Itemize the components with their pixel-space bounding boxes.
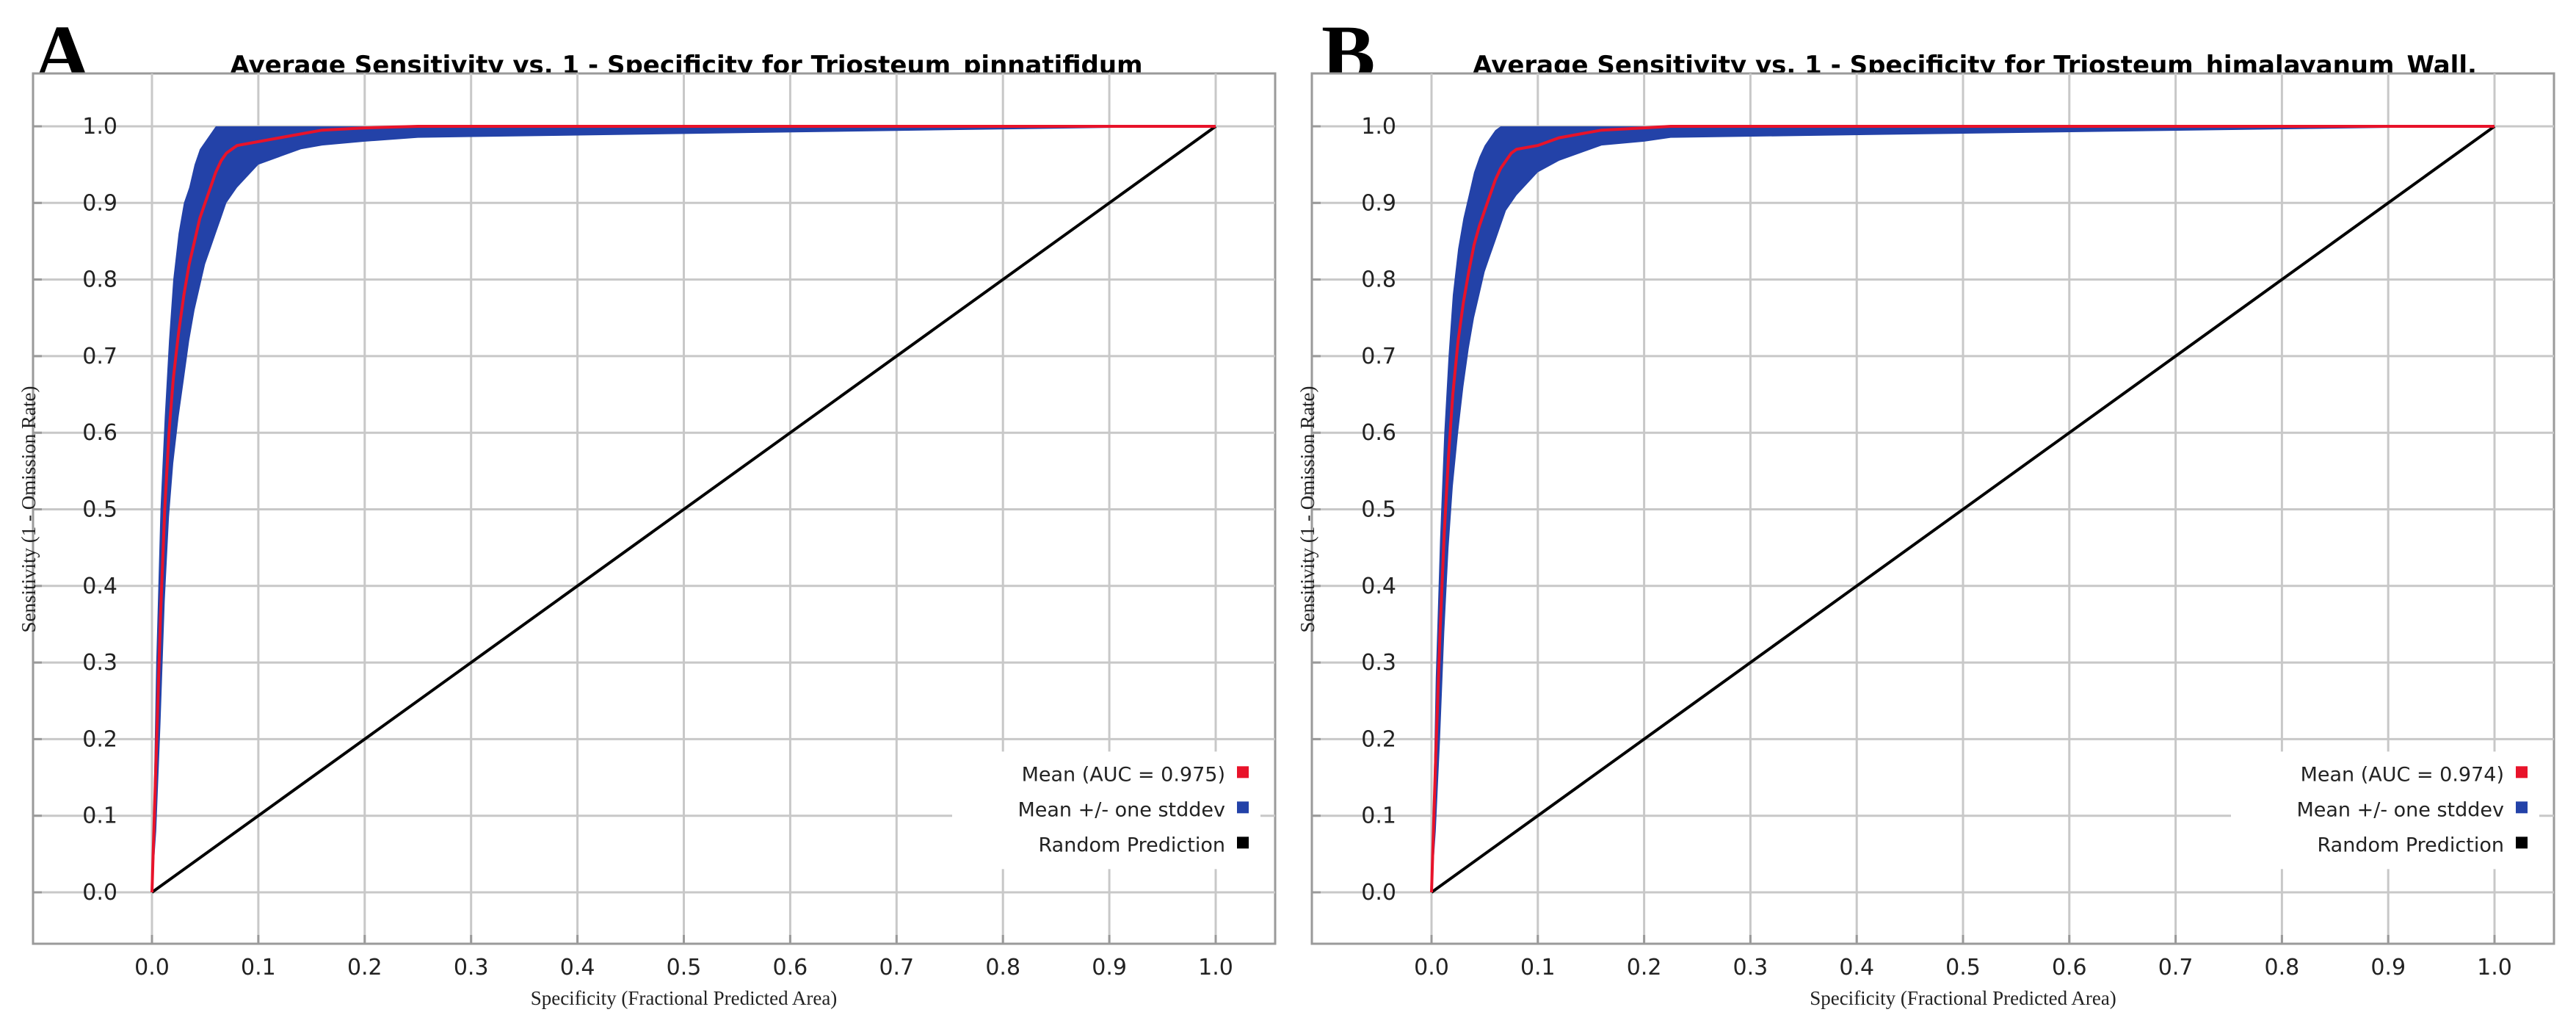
legend-label: Mean (AUC = 0.974) — [2301, 763, 2504, 786]
legend-swatch — [2516, 766, 2528, 778]
legend-swatch — [2516, 837, 2528, 849]
x-tick-label: 0.9 — [2370, 955, 2406, 980]
x-tick-label: 0.7 — [879, 955, 914, 980]
x-tick-label: 0.4 — [560, 955, 595, 980]
x-tick-label: 0.2 — [1627, 955, 1662, 980]
random-prediction-line — [150, 125, 1217, 894]
y-tick-label: 0.3 — [82, 650, 117, 676]
panel-a-chart: A Average Sensitivity vs. 1 - Specificity… — [18, 9, 1277, 1009]
y-tick-label: 0.8 — [1361, 267, 1396, 293]
legend-label: Random Prediction — [2318, 834, 2505, 856]
random-prediction-line — [1430, 125, 2496, 894]
legend-label: Mean (AUC = 0.975) — [1022, 763, 1225, 786]
y-tick-label: 0.0 — [1361, 880, 1396, 906]
y-tick-label: 1.0 — [1361, 114, 1396, 140]
x-tick-label: 0.3 — [454, 955, 489, 980]
x-tick-label: 1.0 — [1198, 955, 1233, 980]
x-tick-label: 0.1 — [1520, 955, 1556, 980]
x-tick-label: 0.6 — [773, 955, 808, 980]
y-tick-label: 0.5 — [82, 497, 117, 523]
legend-box — [952, 751, 1260, 870]
y-tick-label: 0.8 — [82, 267, 117, 293]
x-tick-label: 0.2 — [347, 955, 382, 980]
x-tick-label: 0.8 — [985, 955, 1020, 980]
y-tick-label: 0.9 — [1361, 190, 1396, 216]
x-tick-label: 0.4 — [1839, 955, 1874, 980]
legend-swatch — [2516, 801, 2528, 814]
legend-swatch — [1237, 837, 1249, 849]
y-tick-label: 0.7 — [82, 344, 117, 369]
y-tick-label: 0.2 — [82, 726, 117, 752]
panel-b-chart: B Average Sensitivity vs. 1 - Specificity… — [1296, 9, 2555, 1009]
y-tick-label: 0.9 — [82, 190, 117, 216]
legend-swatch — [1237, 801, 1249, 814]
y-tick-label: 0.5 — [1361, 497, 1396, 523]
y-axis-label: Sensitivity (1 - Omission Rate) — [18, 386, 40, 633]
y-tick-label: 0.4 — [1361, 574, 1396, 599]
x-tick-label: 0.8 — [2265, 955, 2300, 980]
mean-line — [1430, 125, 2495, 893]
x-tick-label: 0.0 — [1414, 955, 1449, 980]
legend-label: Random Prediction — [1039, 834, 1226, 856]
x-axis-label: Specificity (Fractional Predicted Area) — [531, 987, 838, 1009]
x-tick-label: 0.7 — [2158, 955, 2194, 980]
x-tick-label: 0.9 — [1092, 955, 1127, 980]
y-tick-label: 0.1 — [82, 803, 117, 829]
legend-swatch — [1237, 766, 1249, 778]
x-tick-label: 0.1 — [241, 955, 276, 980]
legend-label: Mean +/- one stddev — [2296, 798, 2504, 821]
y-tick-label: 0.6 — [1361, 420, 1396, 446]
x-axis-label: Specificity (Fractional Predicted Area) — [1810, 987, 2116, 1009]
y-tick-label: 0.2 — [1361, 726, 1396, 752]
x-tick-label: 0.5 — [667, 955, 702, 980]
y-tick-label: 0.4 — [82, 574, 117, 599]
x-tick-label: 0.0 — [134, 955, 170, 980]
y-tick-label: 0.0 — [82, 880, 117, 906]
y-tick-label: 0.3 — [1361, 650, 1396, 676]
x-tick-label: 1.0 — [2477, 955, 2512, 980]
x-tick-label: 0.3 — [1733, 955, 1768, 980]
legend-box — [2231, 751, 2539, 870]
x-tick-label: 0.6 — [2052, 955, 2087, 980]
y-tick-label: 0.7 — [1361, 344, 1396, 369]
y-tick-label: 0.1 — [1361, 803, 1396, 829]
legend-label: Mean +/- one stddev — [1017, 798, 1225, 821]
y-tick-label: 1.0 — [82, 114, 117, 140]
y-tick-label: 0.6 — [82, 420, 117, 446]
mean-line — [150, 125, 1216, 893]
x-tick-label: 0.5 — [1945, 955, 1981, 980]
y-axis-label: Sensitivity (1 - Omission Rate) — [1296, 386, 1318, 633]
